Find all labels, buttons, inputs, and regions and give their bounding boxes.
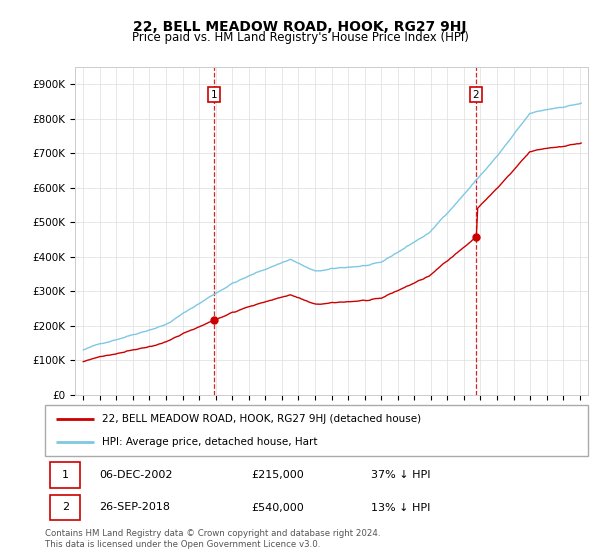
Text: HPI: Average price, detached house, Hart: HPI: Average price, detached house, Hart <box>102 437 317 447</box>
Text: £540,000: £540,000 <box>251 502 304 512</box>
Text: 13% ↓ HPI: 13% ↓ HPI <box>371 502 430 512</box>
Text: 2: 2 <box>473 90 479 100</box>
FancyBboxPatch shape <box>50 494 80 520</box>
Text: 2: 2 <box>62 502 69 512</box>
FancyBboxPatch shape <box>50 463 80 488</box>
Text: 22, BELL MEADOW ROAD, HOOK, RG27 9HJ (detached house): 22, BELL MEADOW ROAD, HOOK, RG27 9HJ (de… <box>102 414 421 424</box>
Text: £215,000: £215,000 <box>251 470 304 480</box>
Text: 1: 1 <box>211 90 218 100</box>
Text: 22, BELL MEADOW ROAD, HOOK, RG27 9HJ: 22, BELL MEADOW ROAD, HOOK, RG27 9HJ <box>133 20 467 34</box>
Text: 26-SEP-2018: 26-SEP-2018 <box>100 502 170 512</box>
Text: Contains HM Land Registry data © Crown copyright and database right 2024.
This d: Contains HM Land Registry data © Crown c… <box>45 529 380 549</box>
FancyBboxPatch shape <box>45 405 588 456</box>
Text: Price paid vs. HM Land Registry's House Price Index (HPI): Price paid vs. HM Land Registry's House … <box>131 31 469 44</box>
Text: 1: 1 <box>62 470 69 480</box>
Text: 37% ↓ HPI: 37% ↓ HPI <box>371 470 430 480</box>
Text: 06-DEC-2002: 06-DEC-2002 <box>100 470 173 480</box>
